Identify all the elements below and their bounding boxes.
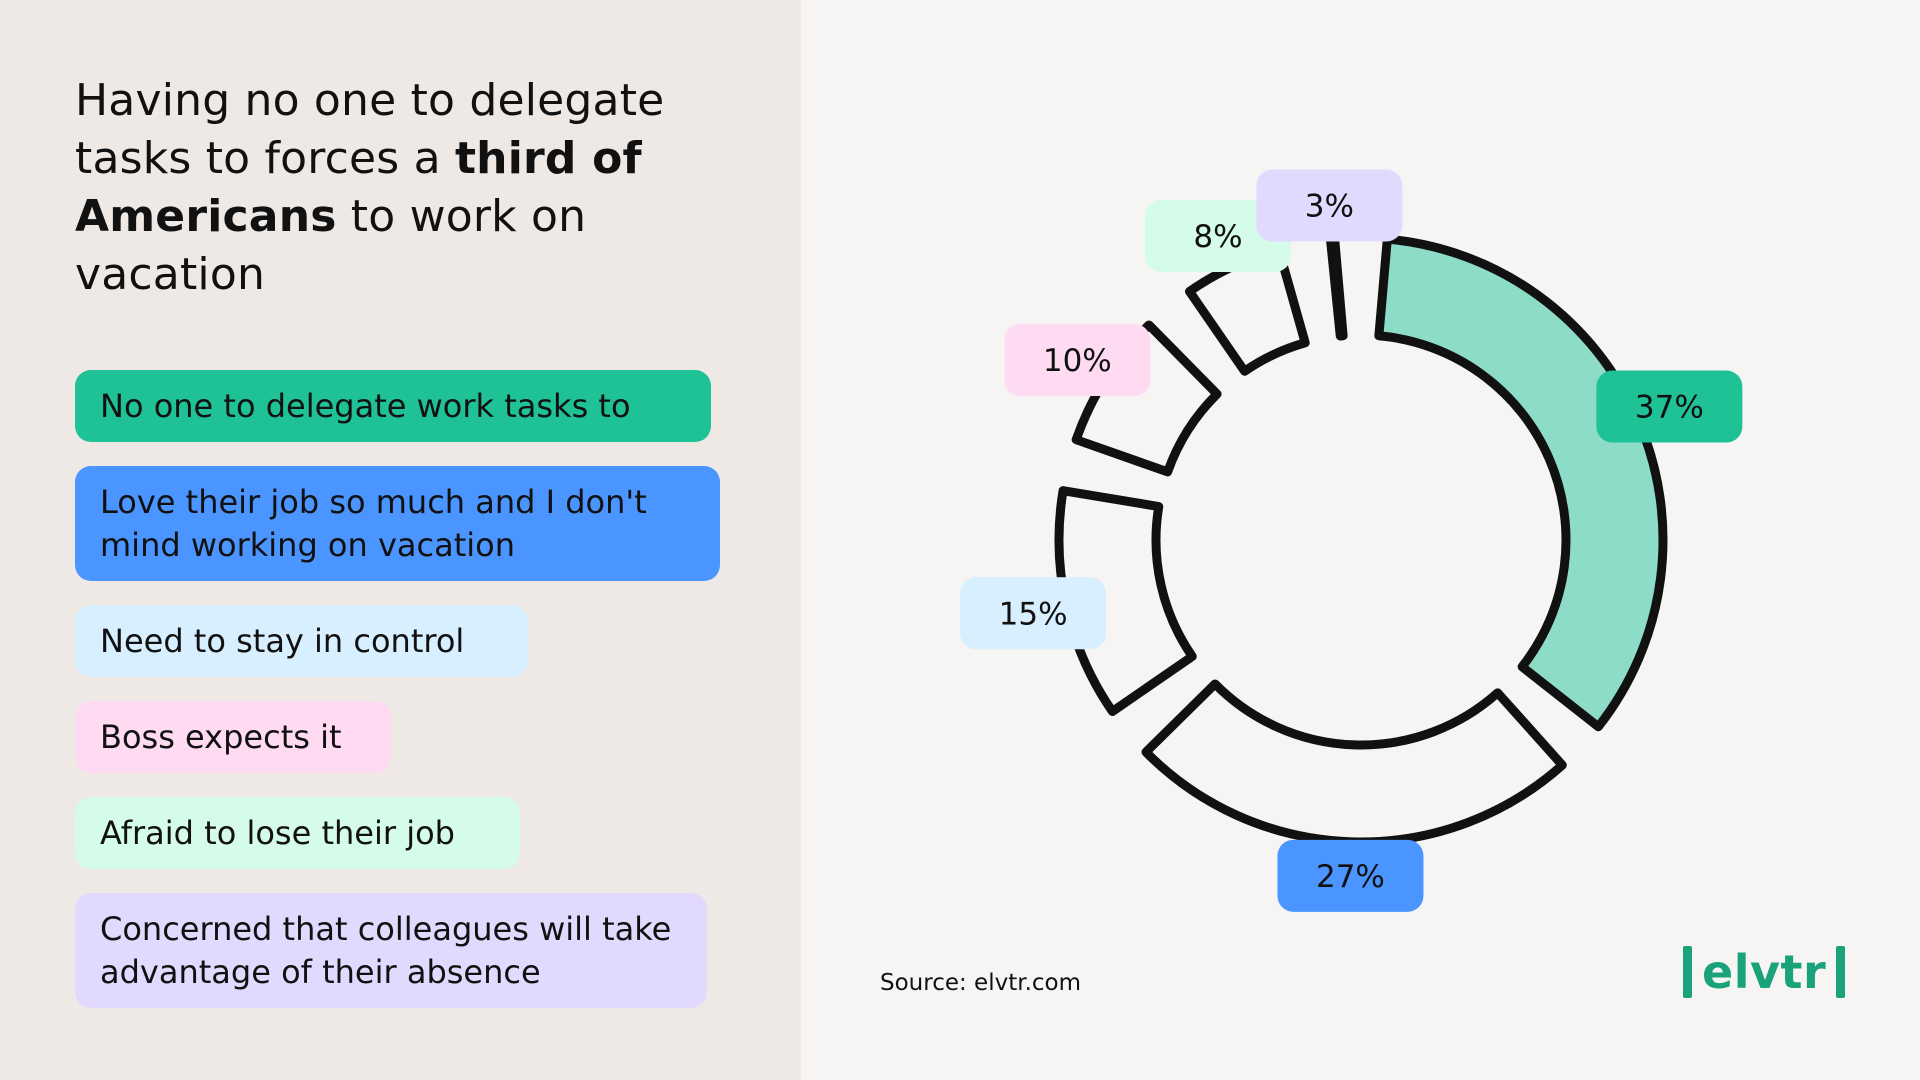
value-label-text: 15% xyxy=(999,596,1068,632)
value-label-bg xyxy=(1256,169,1403,242)
donut-segment-6 xyxy=(1325,234,1348,341)
elvtr-logo: elvtr xyxy=(1683,945,1846,999)
headline-text-2: to work on vacation xyxy=(75,191,587,300)
legend-item-boss-expects-it: Boss expects it xyxy=(75,701,391,773)
value-label-text: 8% xyxy=(1193,219,1242,255)
logo-bar-right xyxy=(1836,946,1846,998)
legend-item-colleagues-take-advantage: Concerned that colleagues will take adva… xyxy=(75,893,707,1008)
value-label-text: 27% xyxy=(1316,859,1385,895)
legend-label: Afraid to lose their job xyxy=(100,813,455,852)
source-text: Source: elvtr.com xyxy=(880,970,1082,996)
legend-label: Concerned that colleagues will take adva… xyxy=(100,909,672,991)
value-label-1: 37% xyxy=(1596,370,1743,443)
donut-segment-4 xyxy=(1071,320,1222,477)
legend-item-no-one-to-delegate: No one to delegate work tasks to xyxy=(75,370,711,442)
value-label-6: 3% xyxy=(1256,169,1403,242)
value-label-bg xyxy=(1277,839,1424,912)
value-label-text: 3% xyxy=(1305,188,1354,224)
legend-item-afraid-to-lose-job: Afraid to lose their job xyxy=(75,797,520,869)
headline-bold: third of Americans xyxy=(75,133,642,242)
legend-label: No one to delegate work tasks to xyxy=(100,386,631,425)
legend-label: Need to stay in control xyxy=(100,621,465,660)
value-label-5: 8% xyxy=(1144,199,1291,272)
value-label-4: 10% xyxy=(1004,323,1151,396)
value-label-3: 15% xyxy=(960,577,1107,650)
value-label-text: 10% xyxy=(1043,343,1112,379)
value-label-bg xyxy=(1144,199,1291,272)
value-label-bg xyxy=(1596,370,1743,443)
donut-segment-2 xyxy=(1141,679,1567,847)
value-label-2: 27% xyxy=(1277,839,1424,912)
headline-text-1: Having no one to delegate tasks to force… xyxy=(75,75,665,184)
left-panel: Having no one to delegate tasks to force… xyxy=(0,0,801,1080)
legend-item-stay-in-control: Need to stay in control xyxy=(75,605,528,677)
donut-segment-5 xyxy=(1185,244,1310,376)
logo-text: elvtr xyxy=(1702,945,1827,999)
value-label-text: 37% xyxy=(1635,390,1704,426)
value-label-bg xyxy=(960,577,1107,650)
headline: Having no one to delegate tasks to force… xyxy=(75,72,755,304)
legend-label: Boss expects it xyxy=(100,717,342,756)
logo-bar-left xyxy=(1683,946,1692,998)
donut-segment-3 xyxy=(1054,486,1197,716)
value-label-bg xyxy=(1004,323,1151,396)
legend-label: Love their job so much and I don't mind … xyxy=(100,482,647,564)
donut-segment-1 xyxy=(1374,234,1668,732)
legend-item-love-their-job: Love their job so much and I don't mind … xyxy=(75,466,720,581)
